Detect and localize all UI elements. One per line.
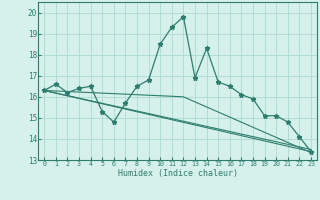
X-axis label: Humidex (Indice chaleur): Humidex (Indice chaleur)	[118, 169, 238, 178]
